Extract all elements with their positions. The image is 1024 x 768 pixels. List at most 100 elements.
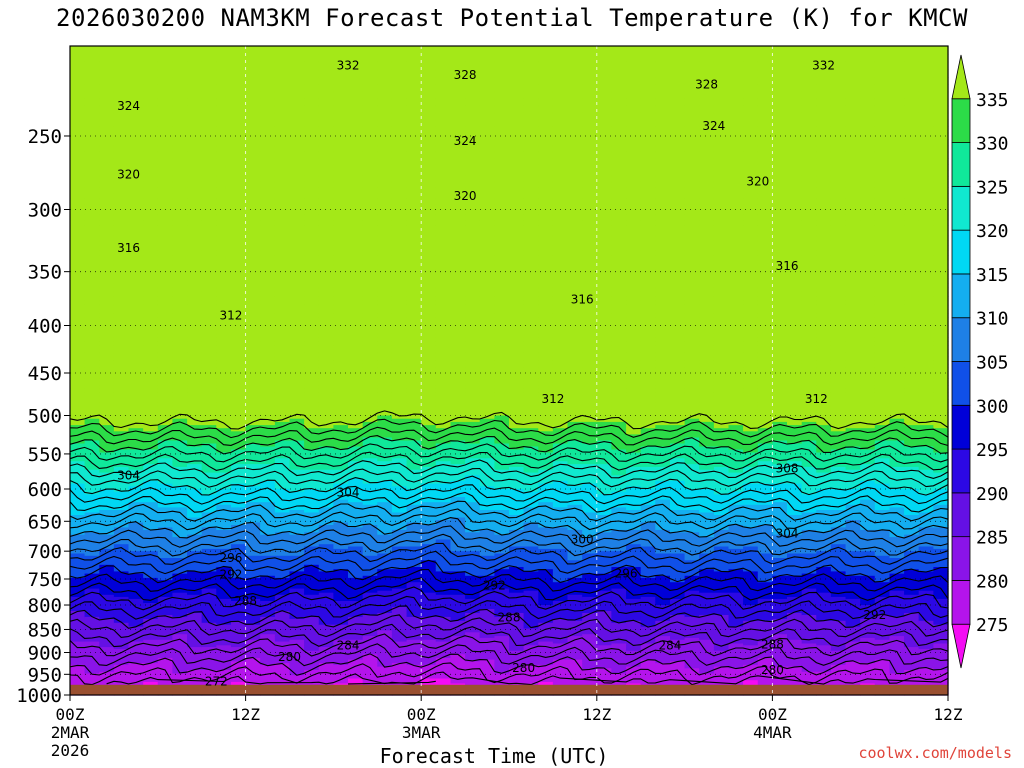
band-cell <box>216 279 231 284</box>
band-cell <box>158 164 173 171</box>
band-cell <box>158 368 173 372</box>
band-cell <box>260 164 275 171</box>
band-cell <box>216 158 231 165</box>
band-cell <box>246 389 261 393</box>
band-cell <box>275 92 290 100</box>
band-cell <box>114 182 129 188</box>
band-cell <box>348 337 363 342</box>
band-cell <box>231 187 246 193</box>
band-cell <box>143 182 158 188</box>
band-cell <box>202 187 217 193</box>
band-cell <box>187 265 202 270</box>
band-cell <box>143 334 158 339</box>
band-cell <box>216 99 231 107</box>
band-cell <box>70 133 85 140</box>
band-cell <box>158 70 173 78</box>
band-cell <box>114 399 129 403</box>
band-cell <box>114 152 129 159</box>
band-cell <box>216 241 231 247</box>
band-cell <box>202 158 217 165</box>
band-cell <box>129 337 144 342</box>
band-cell <box>187 164 202 171</box>
band-cell <box>421 106 436 114</box>
band-cell <box>377 182 392 188</box>
band-cell <box>348 288 363 293</box>
band-cell <box>377 84 392 92</box>
band-cell <box>246 106 261 114</box>
band-cell <box>407 265 422 270</box>
band-cell <box>246 337 261 342</box>
band-cell <box>129 313 144 318</box>
band-cell <box>304 349 319 353</box>
band-cell <box>231 199 246 205</box>
band-cell <box>319 70 334 78</box>
band-cell <box>377 236 392 242</box>
band-cell <box>114 305 129 310</box>
band-cell <box>290 204 305 210</box>
band-cell <box>187 296 202 301</box>
band-cell <box>407 364 422 368</box>
band-cell <box>260 322 275 327</box>
band-cell <box>99 364 114 368</box>
band-cell <box>333 368 348 372</box>
band-cell <box>392 120 407 127</box>
band-cell <box>392 309 407 314</box>
band-cell <box>85 231 100 237</box>
band-cell <box>333 345 348 349</box>
band-cell <box>114 317 129 322</box>
band-cell <box>290 99 305 107</box>
band-cell <box>319 301 334 306</box>
band-cell <box>421 283 436 288</box>
band-cell <box>392 204 407 210</box>
band-cell <box>70 170 85 177</box>
band-cell <box>377 349 392 353</box>
band-cell <box>363 236 378 242</box>
band-cell <box>260 313 275 318</box>
band-cell <box>187 274 202 279</box>
band-cell <box>363 113 378 120</box>
band-cell <box>129 392 144 396</box>
band-cell <box>377 334 392 339</box>
band-cell <box>231 364 246 368</box>
band-cell <box>275 139 290 146</box>
band-cell <box>407 322 422 327</box>
band-cell <box>114 139 129 146</box>
band-cell <box>158 296 173 301</box>
band-cell <box>143 313 158 318</box>
band-cell <box>216 176 231 182</box>
band-cell <box>275 176 290 182</box>
band-cell <box>216 133 231 140</box>
band-cell <box>99 283 114 288</box>
band-cell <box>231 392 246 396</box>
band-cell <box>421 182 436 188</box>
band-cell <box>363 389 378 393</box>
band-cell <box>246 470 261 473</box>
band-cell <box>260 364 275 368</box>
band-cell <box>421 337 436 342</box>
band-cell <box>70 269 85 274</box>
band-cell <box>260 382 275 386</box>
band-cell <box>143 241 158 247</box>
band-cell <box>290 305 305 310</box>
band-cell <box>187 210 202 216</box>
band-cell <box>290 146 305 153</box>
band-cell <box>275 193 290 199</box>
band-cell <box>187 357 202 361</box>
band-cell <box>290 62 305 70</box>
band-cell <box>216 77 231 85</box>
band-cell <box>304 250 319 255</box>
band-cell <box>246 158 261 165</box>
band-cell <box>216 113 231 120</box>
band-cell <box>260 283 275 288</box>
band-cell <box>407 106 422 114</box>
band-cell <box>392 345 407 349</box>
band-cell <box>392 106 407 114</box>
band-cell <box>202 334 217 339</box>
band-cell <box>407 77 422 85</box>
band-cell <box>143 199 158 205</box>
band-cell <box>187 399 202 403</box>
band-cell <box>187 182 202 188</box>
band-cell <box>158 210 173 216</box>
band-cell <box>85 210 100 216</box>
band-cell <box>392 231 407 237</box>
